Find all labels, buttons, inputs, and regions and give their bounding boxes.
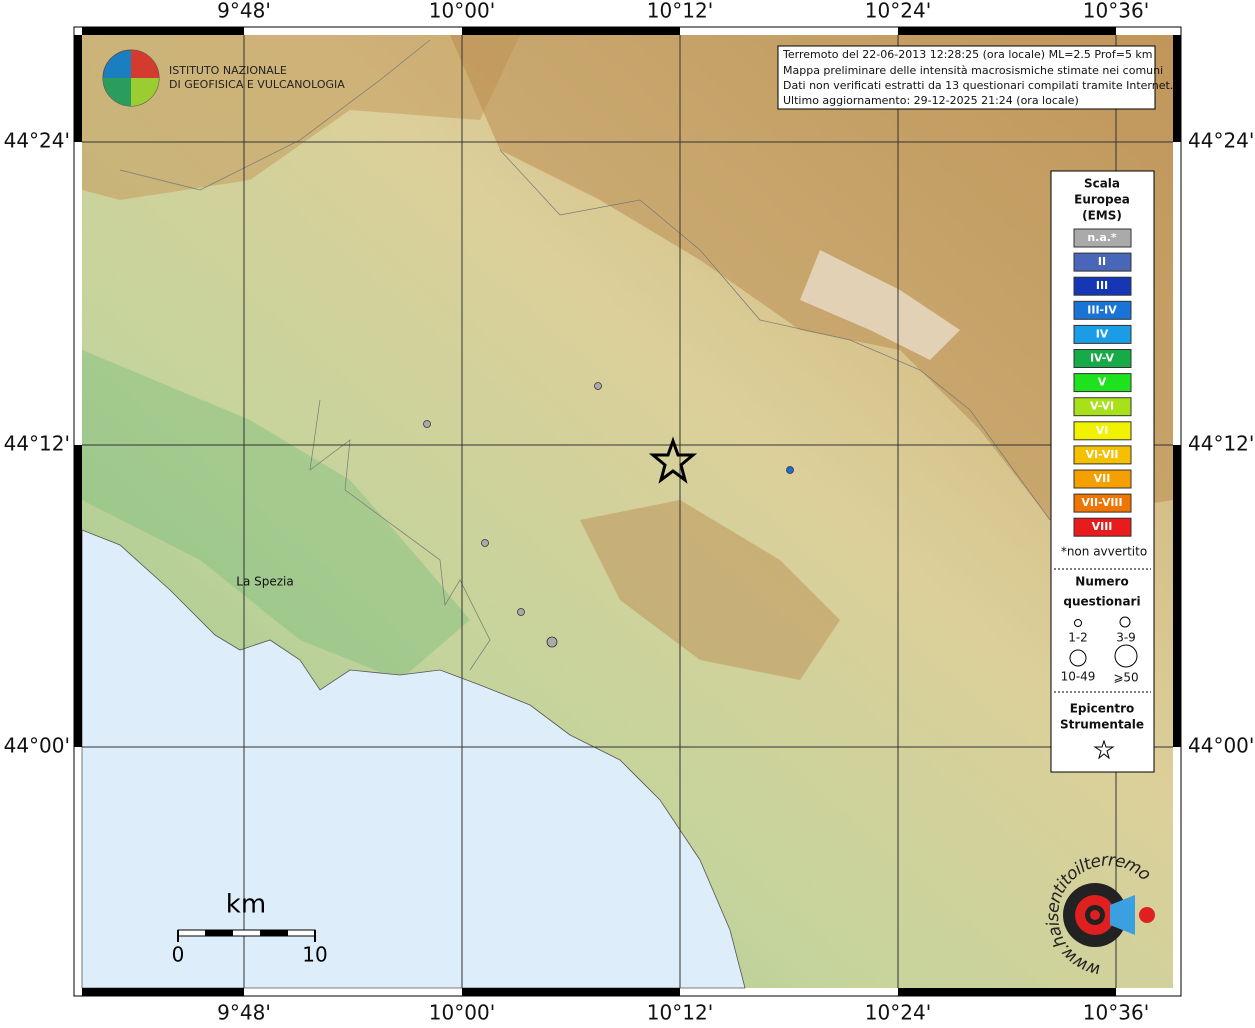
epicenter (648, 436, 698, 484)
legend-swatch (1073, 276, 1132, 296)
legend-class: VIII (1092, 520, 1113, 533)
x-axis-label: 10°24' (865, 0, 931, 23)
legend-title: Europea (1074, 193, 1130, 207)
legend-class: VII (1094, 472, 1111, 485)
legend-class: VI (1096, 424, 1109, 437)
legend-class: IV-V (1090, 352, 1115, 365)
header-line: Terremoto del 22-06-2013 12:28:25 (ora l… (782, 48, 1153, 61)
y-axis-label: 44°24' (4, 129, 70, 153)
legend-swatch (1073, 228, 1132, 248)
x-axis-label: 9°48' (217, 1001, 271, 1025)
logo: ISTITUTO NAZIONALE DI GEOFISICA E VULCAN… (102, 49, 345, 107)
place-label: La Spezia (236, 575, 293, 589)
observations (423, 382, 794, 648)
logo-text: DI GEOFISICA E VULCANOLOGIA (169, 78, 345, 91)
terrain (81, 35, 1173, 989)
frame-ticks (74, 27, 1181, 996)
legend-class: V-VI (1090, 400, 1114, 413)
legend-swatch (1073, 397, 1132, 417)
legend-class: VII-VIII (1081, 496, 1122, 509)
legend-swatch (1073, 445, 1132, 465)
y-axis-label: 44°00' (4, 734, 70, 758)
legend: Scala Europea (EMS) *non avvertito Numer… (1050, 170, 1155, 773)
legend-class: III-IV (1087, 303, 1117, 316)
epicenter-title: Epicentro (1070, 702, 1135, 716)
scale-bar: km 0 10 (172, 890, 328, 967)
header-box: Terremoto del 22-06-2013 12:28:25 (ora l… (777, 45, 1173, 110)
scale-label: 10 (302, 943, 327, 967)
legend-class: V (1098, 376, 1107, 389)
legend-note: *non avvertito (1061, 545, 1147, 559)
legend-class: III (1096, 279, 1108, 292)
legend-class: n.a.* (1087, 231, 1117, 244)
size-label: 10-49 (1061, 670, 1096, 684)
axis-labels: 9°48' 9°48' 10°00' 10°00' 10°12' 10°12' 10°24'… (4, 0, 1255, 1025)
x-axis-label: 10°00' (429, 1001, 495, 1025)
legend-swatch (1073, 324, 1132, 344)
epicenter-title: Strumentale (1060, 718, 1144, 732)
legend-class: II (1098, 255, 1106, 268)
scale-label: 0 (172, 943, 185, 967)
y-axis-label: 44°24' (1188, 129, 1254, 153)
legend-swatch (1073, 493, 1132, 513)
legend-title: Scala (1084, 177, 1120, 191)
scale-unit: km (226, 890, 266, 920)
size-label: 3-9 (1116, 631, 1136, 645)
y-axis-label: 44°12' (1188, 432, 1254, 456)
header-line: Mappa preliminare delle intensità macros… (783, 64, 1163, 77)
legend-swatch (1073, 421, 1132, 441)
legend-swatch (1073, 300, 1132, 320)
legend-swatch (1073, 517, 1132, 537)
legend-swatch (1073, 373, 1132, 393)
legend-swatch (1073, 349, 1132, 368)
size-label: 1-2 (1068, 631, 1088, 645)
x-axis-label: 10°36' (1083, 1001, 1149, 1025)
header-line: Ultimo aggiornamento: 29-12-2025 21:24 (… (783, 94, 1079, 107)
legend-class: VI-VII (1085, 448, 1118, 461)
x-axis-label: 9°48' (217, 0, 271, 23)
graticule (82, 35, 1173, 988)
x-axis-label: 10°12' (647, 1001, 713, 1025)
header-line: Dati non verificati estratti da 13 quest… (783, 79, 1173, 92)
y-axis-label: 44°12' (4, 432, 70, 456)
size-label: ⩾50 (1113, 671, 1138, 685)
x-axis-label: 10°00' (429, 0, 495, 23)
x-axis-label: 10°36' (1083, 0, 1149, 23)
logo-text: ISTITUTO NAZIONALE (169, 64, 287, 77)
x-axis-label: 10°24' (865, 1001, 931, 1025)
y-axis-label: 44°00' (1188, 734, 1254, 758)
size-title: questionari (1063, 595, 1140, 609)
legend-title: (EMS) (1082, 209, 1122, 223)
size-title: Numero (1075, 575, 1128, 589)
legend-swatch (1073, 252, 1132, 272)
legend-swatch (1073, 469, 1132, 489)
legend-class: IV (1096, 327, 1109, 340)
x-axis-label: 10°12' (647, 0, 713, 23)
